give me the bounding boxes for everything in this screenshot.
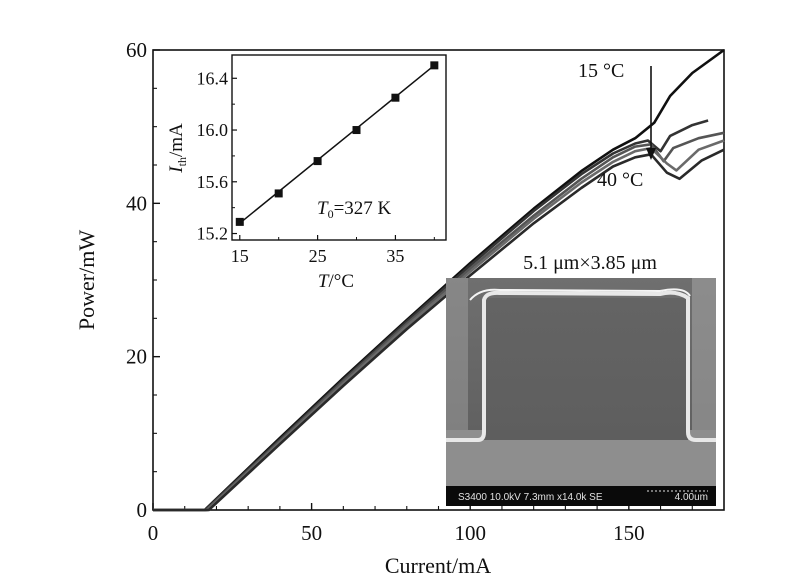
main-y-axis-label: Power/mW	[74, 230, 99, 330]
temperature-arrow-head	[646, 148, 656, 160]
inset-data-point	[235, 217, 244, 226]
annotation-top-temp: 15 °C	[578, 60, 624, 82]
inset-y-tick-label: 15.2	[197, 224, 229, 244]
inset-y-axis-label: Ith/mA	[166, 123, 189, 174]
sem-bright-left	[446, 278, 468, 430]
inset-data-point	[352, 126, 361, 135]
main-series-line-5	[153, 148, 725, 512]
inset-t0-annotation: T0=327 K	[317, 198, 392, 221]
sem-scale-text: 4.00um	[675, 492, 708, 503]
inset-x-tick-label: 15	[231, 246, 249, 266]
main-series-line-4	[153, 139, 725, 512]
main-series-group	[153, 48, 725, 512]
main-x-tick-label: 150	[613, 521, 645, 545]
inset-chart: 15 25 35 15.2 15.6 16.0 16.4 T/°C Ith/mA T0=32…	[166, 54, 447, 292]
main-y-tick-label: 60	[126, 38, 147, 62]
inset-data-point	[313, 157, 322, 166]
main-x-tick-label: 50	[301, 521, 322, 545]
main-y-tick-label: 20	[126, 345, 147, 369]
main-y-tick-label: 40	[126, 191, 147, 215]
inset-y-tick-label: 16.0	[197, 120, 229, 140]
sem-ridge-highlight	[469, 288, 691, 301]
inset-plot-frame	[231, 54, 447, 241]
sem-info-text: S3400 10.0kV 7.3mm x14.0k SE	[458, 492, 603, 503]
inset-axis-ticks: 15 25 35 15.2 15.6 16.0 16.4	[197, 68, 435, 266]
main-axis-ticks: 0 50 100 150 0 20 40 60	[126, 38, 693, 545]
inset-y-tick-label: 16.4	[197, 68, 229, 88]
sem-ridge-block	[483, 298, 688, 440]
inset-background	[232, 55, 446, 240]
sem-caption: 5.1 μm×3.85 μm	[523, 252, 657, 274]
sem-ridge-outline	[446, 290, 716, 442]
inset-x-axis-label: T/°C	[318, 271, 354, 292]
main-x-tick-label: 100	[454, 521, 486, 545]
inset-fit-line	[239, 64, 435, 224]
main-y-tick-label: 0	[137, 498, 148, 522]
inset-data-point	[430, 61, 439, 70]
sem-image-inset: 5.1 μm×3.85 μm S3400 10.0kV 7.3mm x14.0k…	[446, 252, 716, 506]
sem-bright-right	[692, 278, 716, 430]
main-chart: 0 50 100 150 0 20 40 60 Current/mA Power/mW 15 …	[74, 38, 725, 578]
inset-data-point	[274, 189, 283, 198]
main-x-tick-label: 0	[148, 521, 159, 545]
inset-x-tick-label: 25	[309, 246, 327, 266]
inset-x-tick-label: 35	[386, 246, 404, 266]
main-x-axis-label: Current/mA	[385, 553, 491, 578]
inset-data-point	[391, 93, 400, 102]
inset-series-group	[235, 61, 439, 226]
annotation-bottom-temp: 40 °C	[597, 169, 643, 191]
inset-y-tick-label: 15.6	[197, 172, 229, 192]
